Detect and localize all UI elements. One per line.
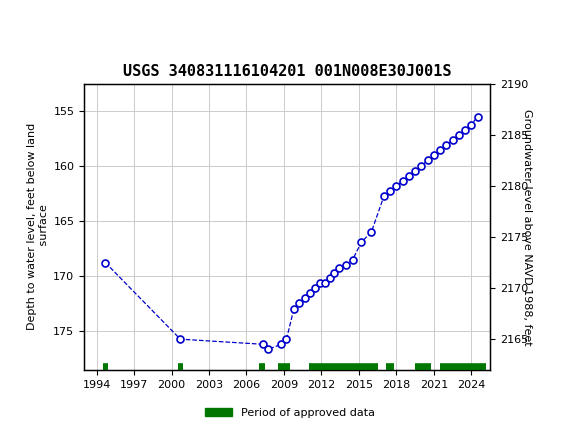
- Y-axis label: Depth to water level, feet below land
 surface: Depth to water level, feet below land su…: [27, 123, 49, 330]
- Y-axis label: Groundwater level above NAVD 1988, feet: Groundwater level above NAVD 1988, feet: [522, 108, 532, 345]
- Text: ≡: ≡: [6, 4, 27, 28]
- Bar: [6, 3, 64, 29]
- Text: USGS: USGS: [32, 8, 79, 23]
- Legend: Period of approved data: Period of approved data: [200, 403, 380, 422]
- Title: USGS 340831116104201 001N008E30J001S: USGS 340831116104201 001N008E30J001S: [123, 64, 451, 79]
